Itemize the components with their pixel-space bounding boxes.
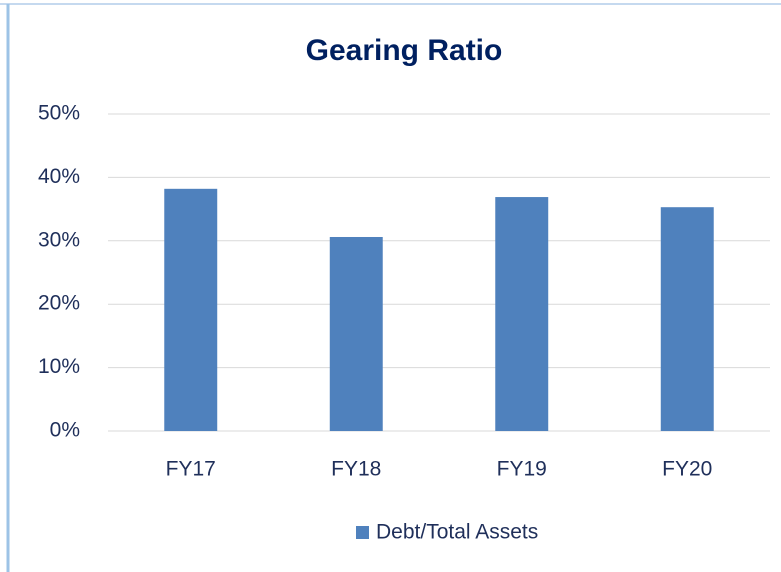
y-tick-label: 30% xyxy=(38,228,80,251)
bar xyxy=(660,207,714,431)
y-tick-label: 50% xyxy=(38,102,80,125)
legend-label: Debt/Total Assets xyxy=(376,521,538,544)
chart-title: Gearing Ratio xyxy=(306,34,503,67)
x-tick-label: FY18 xyxy=(331,458,381,481)
y-tick-label: 0% xyxy=(50,419,80,442)
x-tick-label: FY19 xyxy=(497,458,547,481)
legend-swatch xyxy=(356,526,369,539)
y-tick-label: 10% xyxy=(38,355,80,378)
bar xyxy=(495,197,549,431)
bar xyxy=(329,236,383,431)
x-tick-label: FY20 xyxy=(662,458,712,481)
bar xyxy=(164,188,218,431)
x-tick-label: FY17 xyxy=(166,458,216,481)
y-tick-label: 20% xyxy=(38,292,80,315)
y-tick-label: 40% xyxy=(38,165,80,188)
